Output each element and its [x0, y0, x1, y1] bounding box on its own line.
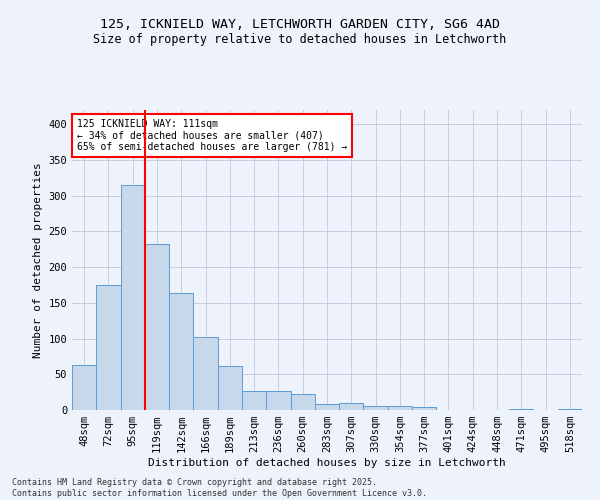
Bar — [72, 365, 96, 410]
Text: 125, ICKNIELD WAY, LETCHWORTH GARDEN CITY, SG6 4AD: 125, ICKNIELD WAY, LETCHWORTH GARDEN CIT… — [100, 18, 500, 30]
Bar — [315, 404, 339, 410]
Bar — [218, 366, 242, 410]
Bar — [339, 403, 364, 410]
Bar — [509, 408, 533, 410]
Bar — [121, 185, 145, 410]
Text: Contains HM Land Registry data © Crown copyright and database right 2025.
Contai: Contains HM Land Registry data © Crown c… — [12, 478, 427, 498]
Bar — [145, 244, 169, 410]
Bar — [266, 392, 290, 410]
Text: 125 ICKNIELD WAY: 111sqm
← 34% of detached houses are smaller (407)
65% of semi-: 125 ICKNIELD WAY: 111sqm ← 34% of detach… — [77, 119, 347, 152]
X-axis label: Distribution of detached houses by size in Letchworth: Distribution of detached houses by size … — [148, 458, 506, 468]
Bar — [364, 406, 388, 410]
Bar — [558, 408, 582, 410]
Bar — [388, 406, 412, 410]
Bar — [169, 293, 193, 410]
Bar — [412, 407, 436, 410]
Text: Size of property relative to detached houses in Letchworth: Size of property relative to detached ho… — [94, 32, 506, 46]
Bar — [242, 392, 266, 410]
Y-axis label: Number of detached properties: Number of detached properties — [33, 162, 43, 358]
Bar — [193, 337, 218, 410]
Bar — [290, 394, 315, 410]
Bar — [96, 285, 121, 410]
